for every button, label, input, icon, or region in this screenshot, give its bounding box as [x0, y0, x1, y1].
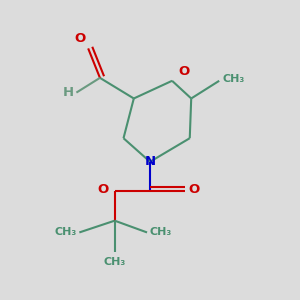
Text: O: O — [74, 32, 85, 46]
Text: CH₃: CH₃ — [222, 74, 244, 84]
Text: H: H — [62, 86, 74, 99]
Text: O: O — [98, 183, 109, 196]
Text: N: N — [144, 155, 156, 168]
Text: CH₃: CH₃ — [54, 227, 76, 237]
Text: O: O — [178, 65, 189, 78]
Text: O: O — [188, 183, 200, 196]
Text: CH₃: CH₃ — [103, 257, 126, 268]
Text: CH₃: CH₃ — [150, 227, 172, 237]
